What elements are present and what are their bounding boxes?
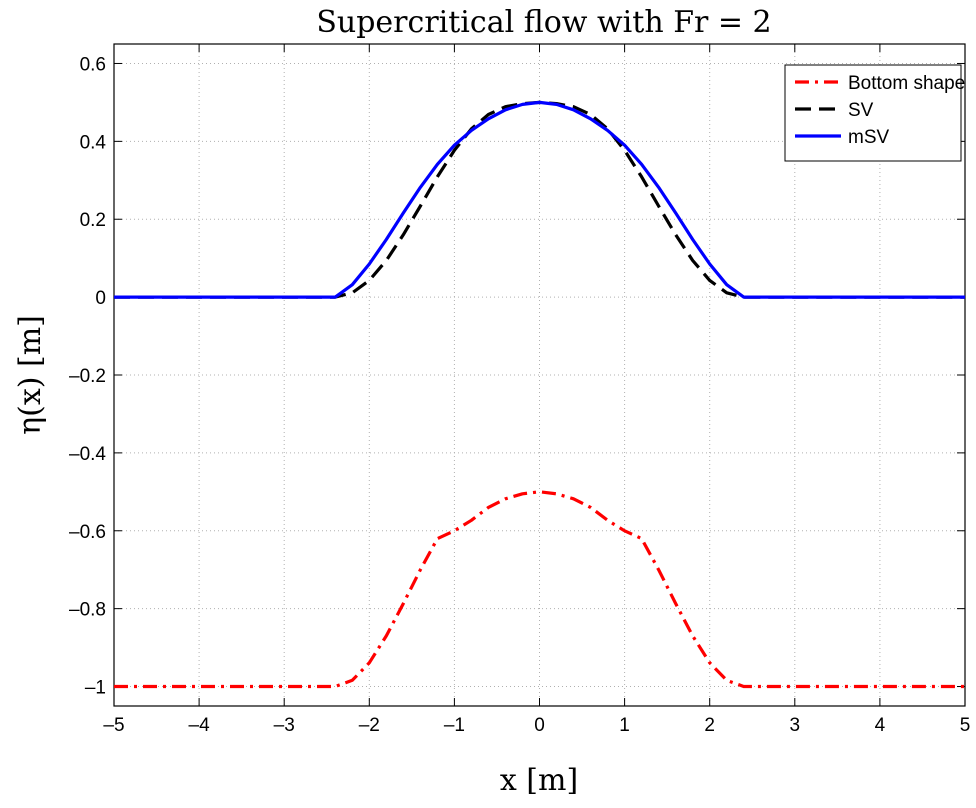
- y-tick-label: 0.6: [80, 54, 106, 75]
- x-tick-label: 0: [534, 715, 545, 736]
- x-tick-label: 2: [704, 715, 715, 736]
- x-tick-label: –4: [189, 715, 211, 736]
- y-tick-label: –0.2: [69, 366, 106, 387]
- ticks: –5 –4 –3 –2 –1 0 1 2 3 4 5 –1 –0.8 –0.6 –0.4 –0.2 0 0.2 0.…: [69, 44, 970, 736]
- legend-box: [784, 64, 962, 162]
- x-axis-label: x [m]: [500, 763, 578, 798]
- legend-label-bottom-shape: Bottom shape: [848, 73, 965, 94]
- y-tick-label: –1: [85, 678, 106, 699]
- series-group: [114, 100, 965, 689]
- y-tick-label: 0.4: [80, 132, 107, 153]
- legend-label-msv: mSV: [848, 127, 890, 148]
- x-tick-label: 5: [960, 715, 971, 736]
- y-axis-label: η(x) [m]: [13, 315, 48, 435]
- series-line-bottom-shape: [114, 490, 965, 689]
- chart-title: Supercritical flow with Fr = 2: [316, 5, 771, 40]
- y-tick-label: –0.8: [69, 600, 106, 621]
- x-tick-label: 3: [790, 715, 801, 736]
- y-tick-label: 0: [95, 288, 106, 309]
- legend: Bottom shape SV mSV: [784, 64, 965, 162]
- y-tick-label: –0.6: [69, 522, 106, 543]
- x-tick-label: 1: [619, 715, 630, 736]
- x-tick-label: –2: [359, 715, 380, 736]
- x-tick-label: 4: [875, 715, 886, 736]
- x-tick-label: –1: [444, 715, 465, 736]
- series-line-msv: [114, 100, 965, 299]
- y-tick-label: 0.2: [80, 210, 106, 231]
- y-tick-label: –0.4: [69, 444, 106, 465]
- legend-label-sv: SV: [848, 100, 874, 121]
- x-tick-label: –3: [274, 715, 295, 736]
- x-tick-label: –5: [103, 715, 124, 736]
